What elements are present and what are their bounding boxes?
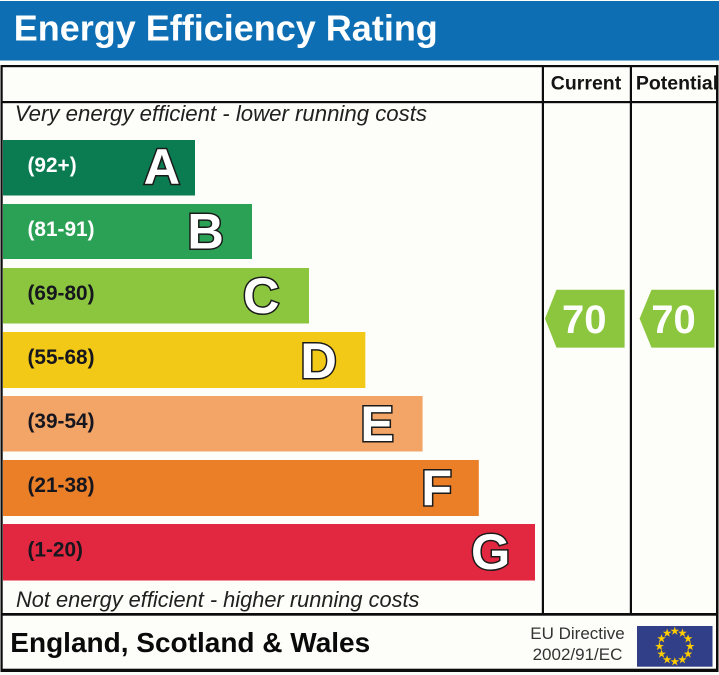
svg-text:Current: Current	[551, 72, 622, 94]
svg-text:(21-38): (21-38)	[28, 474, 95, 497]
svg-text:England, Scotland & Wales: England, Scotland & Wales	[10, 627, 370, 658]
svg-text:Energy Efficiency Rating: Energy Efficiency Rating	[14, 8, 438, 49]
svg-text:E: E	[360, 395, 394, 452]
svg-text:(55-68): (55-68)	[28, 346, 95, 369]
svg-text:G: G	[471, 523, 510, 580]
svg-text:(39-54): (39-54)	[28, 410, 95, 433]
svg-text:2002/91/EC: 2002/91/EC	[533, 645, 623, 664]
svg-text:70: 70	[562, 298, 607, 342]
svg-text:A: A	[144, 138, 180, 195]
svg-text:B: B	[187, 203, 223, 260]
svg-text:F: F	[421, 459, 452, 516]
svg-text:D: D	[300, 332, 336, 389]
svg-text:C: C	[243, 267, 279, 324]
svg-text:(1-20): (1-20)	[28, 538, 83, 561]
svg-text:Potential: Potential	[636, 72, 718, 94]
svg-text:70: 70	[651, 298, 696, 342]
svg-text:Very energy efficient - lower: Very energy efficient - lower running co…	[15, 101, 427, 126]
svg-text:(81-91): (81-91)	[28, 218, 95, 241]
svg-text:(92+): (92+)	[28, 154, 77, 177]
svg-text:(69-80): (69-80)	[28, 282, 95, 305]
svg-text:EU Directive: EU Directive	[530, 624, 624, 643]
svg-text:Not energy efficient - higher: Not energy efficient - higher running co…	[16, 587, 420, 612]
